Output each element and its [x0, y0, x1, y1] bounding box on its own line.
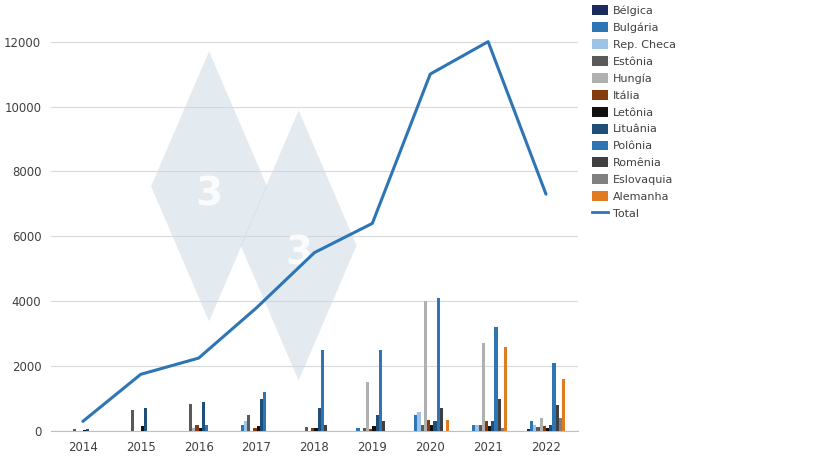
Bar [542, 426, 545, 431]
Bar [144, 409, 147, 431]
Bar [532, 425, 536, 431]
Legend: Bélgica, Bulgária, Rep. Checa, Estônia, Hungía, Itália, Letônia, Lituânia, Polôn: Bélgica, Bulgária, Rep. Checa, Estônia, … [588, 2, 679, 222]
Total [541, 191, 550, 197]
Bar [529, 421, 532, 431]
Total [482, 39, 492, 44]
Bar [260, 398, 263, 431]
Bar [195, 425, 198, 431]
Bar [141, 426, 144, 431]
Bar [362, 428, 365, 431]
Bar [558, 418, 561, 431]
Bar [536, 427, 539, 431]
Text: 3: 3 [195, 176, 222, 214]
Total [136, 371, 146, 377]
Bar [73, 430, 76, 431]
Polygon shape [241, 110, 356, 381]
Bar [243, 421, 247, 431]
Bar [414, 415, 417, 431]
Bar [504, 347, 507, 431]
Bar [305, 427, 308, 431]
Bar [263, 392, 265, 431]
Bar [423, 301, 427, 431]
Bar [427, 420, 430, 431]
Bar [369, 430, 372, 431]
Bar [491, 421, 494, 431]
Total [367, 221, 377, 226]
Bar [478, 425, 481, 431]
Bar [420, 425, 423, 431]
Total [425, 71, 435, 77]
Bar [472, 425, 475, 431]
Bar [430, 425, 433, 431]
Total [193, 355, 203, 361]
Bar [494, 327, 497, 431]
Bar [253, 428, 256, 431]
Bar [320, 350, 324, 431]
Bar [555, 405, 558, 431]
Bar [365, 382, 369, 431]
Line: Total: Total [83, 42, 545, 421]
Total [309, 250, 319, 256]
Bar [552, 363, 555, 431]
Bar [198, 428, 201, 431]
Bar [439, 409, 442, 431]
Bar [497, 398, 500, 431]
Bar [539, 418, 542, 431]
Bar [317, 409, 320, 431]
Text: 3: 3 [285, 235, 312, 273]
Bar [372, 426, 375, 431]
Bar [545, 428, 549, 431]
Bar [484, 421, 487, 431]
Bar [417, 412, 420, 431]
Bar [481, 344, 484, 431]
Total [251, 305, 261, 311]
Total [78, 419, 88, 424]
Bar [356, 428, 360, 431]
Bar [201, 402, 205, 431]
Bar [240, 425, 243, 431]
Bar [561, 379, 564, 431]
Polygon shape [151, 51, 267, 322]
Bar [83, 430, 86, 431]
Bar [446, 420, 449, 431]
Bar [247, 415, 250, 431]
Bar [205, 425, 208, 431]
Bar [86, 430, 89, 431]
Bar [549, 425, 552, 431]
Bar [324, 425, 327, 431]
Bar [378, 350, 382, 431]
Bar [382, 421, 385, 431]
Bar [475, 425, 478, 431]
Bar [527, 430, 529, 431]
Bar [500, 428, 504, 431]
Bar [433, 421, 436, 431]
Bar [189, 403, 192, 431]
Bar [487, 426, 491, 431]
Bar [256, 426, 260, 431]
Bar [131, 410, 134, 431]
Bar [436, 298, 439, 431]
Bar [314, 428, 317, 431]
Bar [311, 428, 314, 431]
Bar [375, 415, 378, 431]
Bar [192, 428, 195, 431]
